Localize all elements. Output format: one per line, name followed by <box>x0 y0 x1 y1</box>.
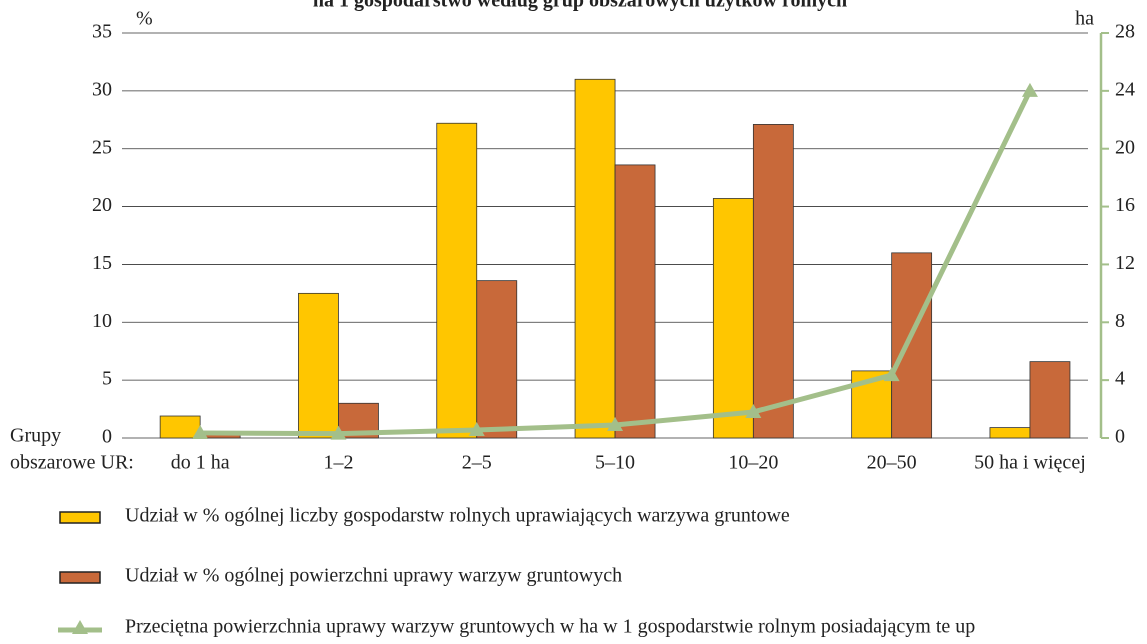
line-marker <box>330 425 347 440</box>
line-marker <box>1021 82 1038 97</box>
bar <box>891 252 933 439</box>
y2-tick-label: 28 <box>1115 21 1135 43</box>
bar <box>159 415 201 439</box>
y-tick-label: 20 <box>92 194 112 216</box>
x-tick-label: 20–50 <box>867 452 917 474</box>
bar <box>476 280 518 439</box>
bar <box>436 122 478 439</box>
line-marker <box>607 416 624 431</box>
x-tick-label: do 1 ha <box>171 452 230 474</box>
y-tick-label: 15 <box>92 252 112 274</box>
y-axis-unit: % <box>136 8 153 30</box>
legend-swatch <box>59 511 101 524</box>
y-tick-label: 25 <box>92 136 112 158</box>
bar <box>574 78 616 439</box>
line-marker <box>745 403 762 418</box>
legend-swatch <box>59 571 101 584</box>
y2-tick-label: 8 <box>1115 310 1125 332</box>
y2-tick-label: 20 <box>1115 136 1135 158</box>
x-tick-label: 50 ha i więcej <box>974 452 1086 474</box>
line-marker <box>468 422 485 437</box>
y-tick-label: 5 <box>102 368 112 390</box>
y2-tick-label: 4 <box>1115 368 1125 390</box>
legend-label: Udział w % ogólnej liczby gospodarstw ro… <box>125 505 790 527</box>
bar <box>1029 361 1071 439</box>
bar <box>989 427 1031 439</box>
line-marker <box>883 367 900 382</box>
y-tick-label: 35 <box>92 21 112 43</box>
legend-swatch <box>72 620 88 634</box>
y2-tick-label: 12 <box>1115 252 1135 274</box>
x-tick-label: 5–10 <box>595 452 635 474</box>
y-tick-label: 30 <box>92 78 112 100</box>
x-tick-label: 1–2 <box>323 452 353 474</box>
x-tick-label: 2–5 <box>462 452 492 474</box>
y2-tick-label: 24 <box>1115 78 1135 100</box>
x-axis-label: Grupy <box>10 425 61 447</box>
x-tick-label: 10–20 <box>728 452 778 474</box>
bar <box>712 198 754 439</box>
y-tick-label: 0 <box>102 426 112 448</box>
bar <box>752 124 794 439</box>
y-tick-label: 10 <box>92 310 112 332</box>
chart-title: na 1 gospodarstwo według grup obszarowyc… <box>313 0 847 12</box>
line-marker <box>192 424 209 439</box>
y2-axis-unit: ha <box>1075 8 1094 30</box>
y2-tick-label: 16 <box>1115 194 1135 216</box>
y2-tick-label: 0 <box>1115 426 1125 448</box>
bar <box>298 292 339 439</box>
x-axis-label: obszarowe UR: <box>10 452 134 474</box>
legend-label: Przeciętna powierzchnia uprawy warzyw gr… <box>125 616 975 638</box>
bar <box>614 164 656 439</box>
legend-label: Udział w % ogólnej powierzchni uprawy wa… <box>125 565 622 587</box>
